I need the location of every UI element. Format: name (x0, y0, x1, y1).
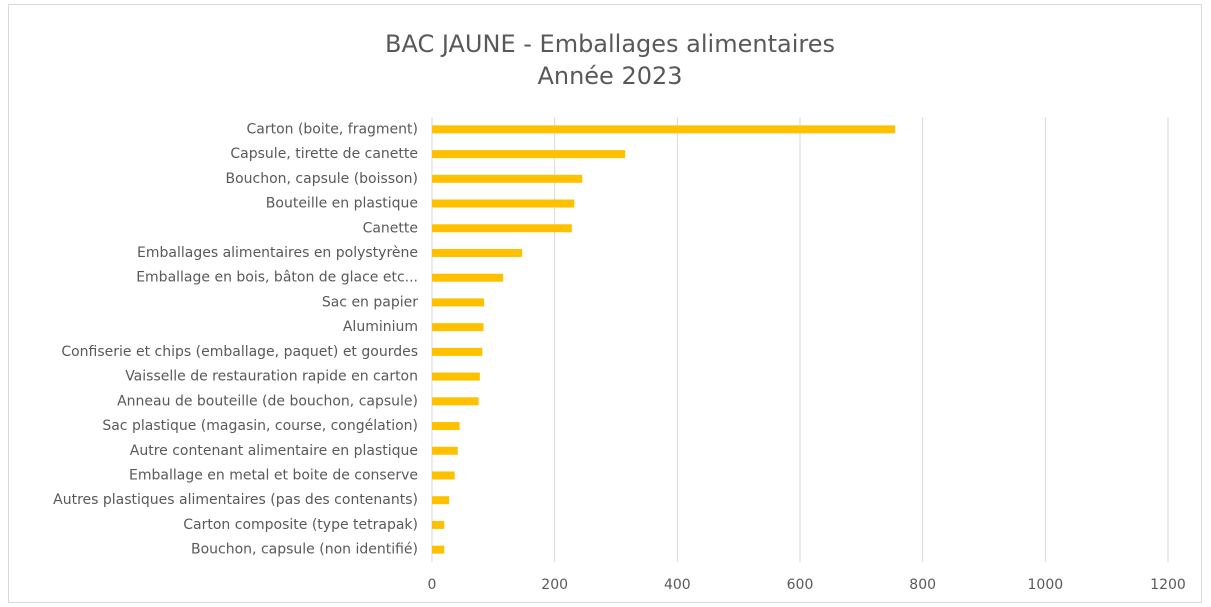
y-tick-label: Emballage en bois, bâton de glace etc... (136, 270, 418, 286)
y-tick-label: Bouteille en plastique (266, 196, 418, 212)
bar (432, 248, 523, 257)
x-tick-label: 0 (428, 577, 437, 593)
y-tick-label: Aluminium (343, 319, 418, 335)
bar (432, 545, 445, 554)
y-tick-label: Sac plastique (magasin, course, congélat… (102, 418, 418, 434)
y-tick-label: Vaisselle de restauration rapide en cart… (125, 369, 418, 385)
y-tick-label: Capsule, tirette de canette (230, 146, 418, 162)
x-tick-label: 800 (909, 577, 936, 593)
bar (432, 199, 575, 208)
bar (432, 224, 572, 233)
y-tick-label: Canette (363, 220, 418, 236)
chart-frame (8, 4, 1202, 603)
bar (432, 446, 458, 455)
bar (432, 273, 504, 282)
y-tick-label: Bouchon, capsule (boisson) (225, 171, 418, 187)
chart-title: BAC JAUNE - Emballages alimentaires (385, 30, 835, 58)
y-tick-label: Carton composite (type tetrapak) (183, 517, 418, 533)
bar (432, 372, 480, 381)
bar (432, 397, 479, 406)
x-tick-label: 1000 (1028, 577, 1064, 593)
y-tick-label: Bouchon, capsule (non identifié) (191, 542, 418, 558)
x-tick-label: 600 (787, 577, 814, 593)
x-tick-label: 200 (541, 577, 568, 593)
y-tick-label: Carton (boite, fragment) (246, 121, 418, 137)
chart-subtitle: Année 2023 (537, 62, 682, 90)
bar (432, 150, 626, 159)
bar (432, 520, 445, 529)
y-tick-label: Emballage en metal et boite de conserve (129, 467, 418, 483)
x-tick-label: 1200 (1150, 577, 1186, 593)
bar (432, 471, 455, 480)
y-tick-label: Autre contenant alimentaire en plastique (130, 443, 418, 459)
bar (432, 125, 896, 134)
y-tick-label: Emballages alimentaires en polystyrène (137, 245, 418, 261)
bar (432, 298, 485, 307)
y-tick-label: Autres plastiques alimentaires (pas des … (53, 492, 418, 508)
bar (432, 174, 583, 183)
bar (432, 347, 483, 356)
x-tick-label: 400 (664, 577, 691, 593)
y-tick-label: Sac en papier (322, 294, 418, 310)
bar (432, 496, 450, 505)
y-tick-label: Anneau de bouteille (de bouchon, capsule… (117, 393, 418, 409)
y-tick-label: Confiserie et chips (emballage, paquet) … (61, 344, 418, 360)
bar (432, 323, 484, 332)
bar (432, 422, 460, 431)
